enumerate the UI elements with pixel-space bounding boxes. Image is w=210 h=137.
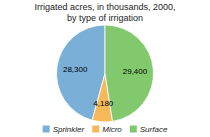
legend-entry: Micro <box>102 125 122 134</box>
data-labels: 28,300 4,180 29,400 <box>63 65 148 108</box>
chart: Irrigated acres, in thousands, 2000,by t… <box>0 0 210 137</box>
data-label: 4,180 <box>93 99 114 108</box>
legend-entry: Surface <box>140 125 168 134</box>
legend-entry: Sprinkler <box>53 125 85 134</box>
data-label: 29,400 <box>123 67 148 76</box>
legend-swatch <box>43 126 50 133</box>
legend-swatch <box>130 126 137 133</box>
legend: Sprinkler Micro Surface <box>43 125 168 134</box>
pie <box>56 25 153 122</box>
legend-swatch <box>92 126 99 133</box>
chart-container: Irrigated acres, in thousands, 2000,by t… <box>0 0 210 137</box>
title: Irrigated acres, in thousands, 2000,by t… <box>34 2 175 23</box>
data-label: 28,300 <box>63 65 88 74</box>
